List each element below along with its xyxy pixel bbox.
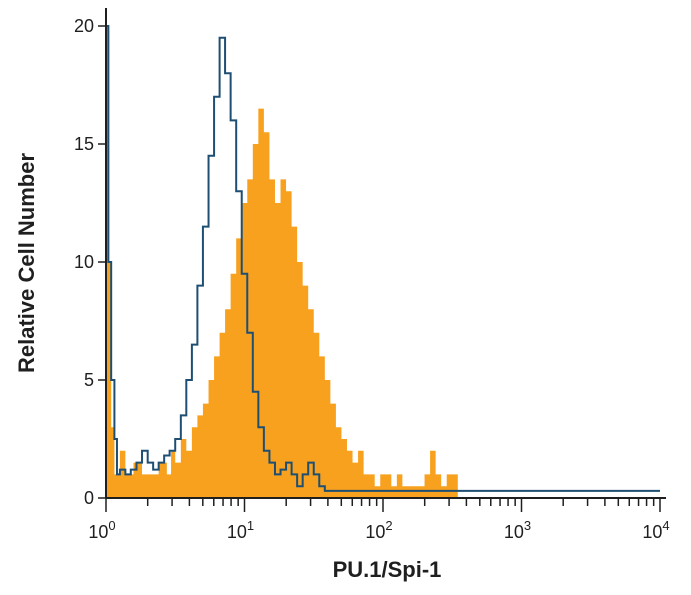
plot-area <box>105 25 660 498</box>
y-tick-label: 10 <box>74 252 94 272</box>
series-0-filled-histogram <box>106 26 458 498</box>
x-tick-label: 104 <box>642 518 669 542</box>
y-tick-label: 5 <box>84 370 94 390</box>
x-tick-exponent: 2 <box>385 518 392 533</box>
x-tick-exponent: 4 <box>662 518 669 533</box>
x-tick-label: 100 <box>88 518 115 542</box>
x-tick-label: 103 <box>504 518 531 542</box>
x-tick-exponent: 3 <box>524 518 531 533</box>
x-tick-label: 102 <box>365 518 392 542</box>
x-tick-label: 101 <box>227 518 254 542</box>
y-tick-label: 15 <box>74 134 94 154</box>
series-1-outline-histogram <box>105 25 660 498</box>
y-tick-label: 0 <box>84 488 94 508</box>
y-tick-label: 20 <box>74 16 94 36</box>
y-axis-title: Relative Cell Number <box>14 153 39 374</box>
x-tick-exponent: 0 <box>108 518 115 533</box>
x-tick-exponent: 1 <box>247 518 254 533</box>
x-axis-title: PU.1/Spi-1 <box>333 557 442 582</box>
